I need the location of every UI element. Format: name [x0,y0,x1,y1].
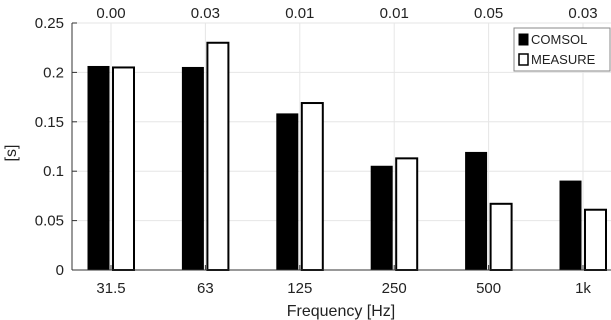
x-tick-label: 31.5 [96,280,125,297]
legend: COMSOL MEASURE [513,27,611,72]
top-label: 0.01 [285,5,314,22]
axes [71,23,611,271]
bar-measure [584,208,607,271]
y-tick-label: 0.15 [35,114,64,131]
top-label: 0.03 [191,5,220,22]
y-tick-label: 0 [56,262,64,279]
y-tick-label: 0.1 [43,163,64,180]
top-label: 0.01 [380,5,409,22]
bars [87,41,607,272]
x-tick-label: 1k [575,280,591,297]
y-tick-label: 0.05 [35,213,64,230]
bar-comsol [370,165,393,271]
y-axis-label: [s] [3,145,20,162]
y-tick-label: 0.25 [35,15,64,32]
legend-label-comsol: COMSOL [531,32,587,47]
top-label: 0.05 [474,5,503,22]
x-axis-label: Frequency [Hz] [287,303,395,320]
y-tick-labels: 0 0.05 0.1 0.15 0.2 0.25 [35,15,64,279]
bar-measure [395,157,419,271]
top-label: 0.00 [96,5,125,22]
bar-measure [300,102,324,271]
top-labels: 0.00 0.03 0.01 0.01 0.05 0.03 [96,5,597,22]
x-tick-label: 500 [476,280,501,297]
legend-swatch-measure [518,53,529,66]
bar-measure [112,66,135,271]
legend-box [513,27,611,72]
bar-comsol [181,66,204,271]
x-tick-labels: 31.5 63 125 250 500 1k [96,280,591,297]
legend-label-measure: MEASURE [531,52,596,67]
bar-measure [489,202,513,271]
legend-swatch-comsol [518,33,529,46]
x-tick-label: 125 [287,280,312,297]
grid-lines [72,22,611,271]
x-tick-label: 63 [197,280,214,297]
bar-comsol [465,151,488,271]
bar-comsol [559,180,582,271]
y-tick-label: 0.2 [43,64,64,81]
x-tick-label: 250 [382,280,407,297]
bar-comsol [276,113,299,271]
bar-measure [206,41,230,272]
bar-comsol [87,65,110,271]
top-label: 0.03 [568,5,597,22]
